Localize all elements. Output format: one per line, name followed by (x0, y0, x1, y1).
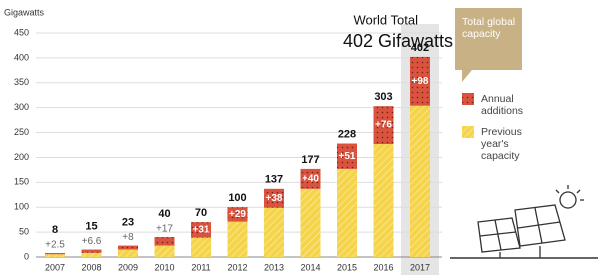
bar-addition (337, 143, 357, 169)
total-label: 137 (265, 174, 283, 186)
bar-previous (264, 207, 284, 257)
addition-label: +8 (122, 232, 134, 243)
y-tick-label: 50 (19, 226, 29, 236)
bar-addition (373, 106, 394, 145)
y-axis-label: Gigawatts (4, 7, 45, 17)
bar-previous (81, 252, 102, 257)
x-tick-label: 2011 (191, 262, 210, 272)
bar-previous (337, 168, 357, 257)
y-tick-label: 250 (14, 127, 29, 137)
addition-label: +76 (375, 120, 392, 131)
y-tick-label: 450 (14, 27, 29, 37)
annotation-value: 402 Gifawatts (343, 31, 453, 51)
bar-addition (410, 56, 430, 106)
addition-label: +29 (229, 209, 246, 220)
addition-label: +17 (156, 224, 173, 235)
x-tick-label: 2012 (227, 262, 247, 272)
x-tick-label: 2016 (373, 262, 393, 272)
y-tick-label: 350 (14, 77, 29, 87)
x-tick-label: 2008 (81, 262, 101, 272)
highlight-label: Total global capacity (462, 16, 516, 40)
addition-label: +98 (412, 76, 429, 87)
addition-label: +2.5 (45, 240, 65, 251)
x-tick-label: 2009 (118, 262, 138, 272)
x-tick-label: 2013 (264, 262, 284, 272)
bar-previous (227, 221, 248, 257)
legend-label: Previous year's capacity (481, 126, 522, 162)
bar-addition (227, 207, 248, 222)
x-tick-label: 2017 (410, 262, 430, 272)
addition-label: +38 (266, 193, 283, 204)
bar-previous (191, 237, 211, 257)
legend-swatch-additions (462, 93, 474, 105)
total-label: 23 (122, 216, 134, 228)
y-tick-label: 200 (14, 152, 29, 162)
annotation-title: World Total (353, 12, 418, 27)
total-label: 70 (195, 207, 207, 219)
bar-previous (118, 249, 138, 257)
x-tick-label: 2010 (154, 262, 174, 272)
total-label: 177 (301, 154, 319, 166)
bar-addition (191, 222, 211, 238)
total-label: 402 (411, 42, 429, 54)
y-tick-label: 400 (14, 52, 29, 62)
total-label: 228 (338, 128, 356, 140)
bar-previous (300, 188, 321, 257)
bar-addition (81, 249, 102, 253)
x-tick-label: 2015 (337, 262, 357, 272)
total-label: 40 (158, 208, 170, 220)
total-label: 100 (228, 192, 246, 204)
legend-swatch-previous (462, 126, 474, 138)
addition-label: +6.6 (82, 236, 102, 247)
bar-addition (300, 168, 321, 189)
addition-label: +40 (302, 173, 319, 184)
bar-addition (45, 253, 65, 255)
addition-label: +31 (193, 225, 210, 236)
y-tick-label: 300 (14, 102, 29, 112)
total-label: 8 (52, 224, 58, 236)
bar-addition (118, 245, 138, 250)
y-tick-label: 150 (14, 177, 29, 187)
bar-previous (45, 254, 65, 257)
bar-addition (154, 237, 175, 246)
legend-label: Annual additions (481, 93, 524, 117)
callout-box (455, 8, 522, 82)
addition-label: +51 (339, 151, 356, 162)
bar-previous (410, 105, 430, 257)
total-label: 303 (374, 91, 392, 103)
bar-addition (264, 188, 284, 208)
x-tick-label: 2014 (300, 262, 320, 272)
x-tick-label: 2007 (45, 262, 65, 272)
solar-icon (450, 185, 598, 259)
bar-previous (154, 245, 175, 257)
bar-previous (373, 144, 394, 257)
total-label: 15 (85, 220, 97, 232)
y-tick-label: 100 (14, 202, 29, 212)
y-tick-label: 0 (24, 251, 29, 261)
